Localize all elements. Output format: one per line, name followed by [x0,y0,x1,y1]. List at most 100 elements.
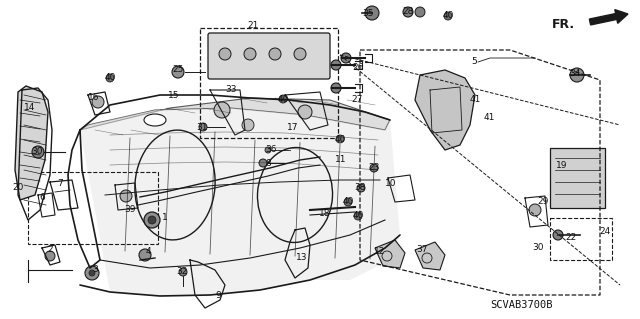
Circle shape [92,96,104,108]
Text: 36: 36 [265,145,276,154]
Bar [550,218,612,260]
Text: 40: 40 [334,135,346,144]
Circle shape [106,74,114,82]
Text: 2: 2 [47,246,53,255]
Text: 40: 40 [442,11,454,20]
Text: 14: 14 [24,102,36,112]
Text: 3: 3 [92,265,98,275]
Circle shape [219,48,231,60]
Circle shape [265,147,271,153]
Polygon shape [415,242,445,270]
Circle shape [214,102,230,118]
Text: 7: 7 [57,179,63,188]
Circle shape [199,123,207,131]
Polygon shape [80,98,390,130]
Text: 13: 13 [296,254,308,263]
Circle shape [172,66,184,78]
FancyArrow shape [589,10,628,25]
Circle shape [259,159,267,167]
Text: 30: 30 [31,147,43,157]
Circle shape [341,53,351,63]
Text: 10: 10 [385,180,397,189]
Polygon shape [415,70,475,150]
Circle shape [179,268,187,276]
Bar [200,28,338,138]
Circle shape [45,251,55,261]
Circle shape [365,6,379,20]
Circle shape [553,230,563,240]
Circle shape [148,216,156,224]
Polygon shape [80,108,400,296]
Text: 34: 34 [570,69,580,78]
Text: 39: 39 [124,205,136,214]
FancyBboxPatch shape [208,33,330,79]
Text: 5: 5 [471,57,477,66]
Text: 24: 24 [600,227,611,236]
Text: 17: 17 [287,123,299,132]
Text: 21: 21 [247,21,259,31]
Circle shape [570,68,584,82]
Text: SCVAB3700B: SCVAB3700B [490,300,552,310]
Bar [550,148,605,208]
Circle shape [139,249,151,261]
Text: 11: 11 [335,155,347,165]
Circle shape [403,7,413,17]
Text: 33: 33 [225,85,237,94]
Text: 16: 16 [88,93,100,101]
Text: 27: 27 [351,95,363,105]
Text: 20: 20 [12,183,24,192]
Polygon shape [15,86,48,200]
Text: 4: 4 [145,248,151,256]
Circle shape [244,48,256,60]
Bar [28,172,158,244]
Text: 40: 40 [352,211,364,220]
Text: 18: 18 [319,209,331,218]
Text: 30: 30 [532,243,544,253]
Circle shape [120,190,132,202]
Circle shape [331,83,341,93]
Circle shape [444,12,452,20]
Text: 37: 37 [416,244,428,254]
Text: 41: 41 [483,113,495,122]
Text: 38: 38 [355,183,365,192]
Ellipse shape [144,114,166,126]
Text: 40: 40 [104,73,116,83]
Text: 26: 26 [352,63,364,72]
Circle shape [89,270,95,276]
Text: 40: 40 [277,94,289,103]
Circle shape [370,164,378,172]
Circle shape [242,119,254,131]
Circle shape [354,212,362,220]
Polygon shape [375,240,405,268]
Text: 22: 22 [565,233,577,241]
Text: 29: 29 [538,197,548,206]
Circle shape [344,198,352,206]
Circle shape [357,184,365,192]
Text: 12: 12 [374,248,386,256]
Circle shape [32,146,44,158]
Circle shape [294,48,306,60]
Circle shape [331,60,341,70]
Text: 35: 35 [362,9,374,18]
Text: 41: 41 [469,95,481,105]
Text: 9: 9 [215,292,221,300]
Text: 15: 15 [168,92,180,100]
Circle shape [298,105,312,119]
Circle shape [85,266,99,280]
Text: 1: 1 [162,213,168,222]
Text: 28: 28 [403,8,413,17]
Text: 19: 19 [556,160,568,169]
Text: 25: 25 [172,65,184,75]
Text: 31: 31 [196,122,208,131]
Circle shape [269,48,281,60]
Circle shape [529,204,541,216]
Circle shape [279,95,287,103]
Circle shape [144,212,160,228]
Text: 23: 23 [368,164,380,173]
Circle shape [336,135,344,143]
Text: 40: 40 [342,197,354,206]
Text: FR.: FR. [552,18,575,31]
Text: 6: 6 [39,194,45,203]
Circle shape [415,7,425,17]
Text: 8: 8 [265,159,271,167]
